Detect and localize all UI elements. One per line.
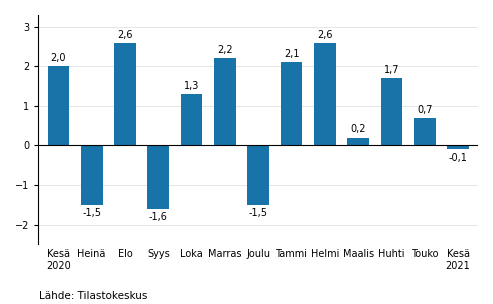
Text: Lähde: Tilastokeskus: Lähde: Tilastokeskus	[39, 291, 148, 301]
Bar	[114, 43, 136, 145]
Bar	[147, 145, 169, 209]
Bar	[414, 118, 435, 145]
Text: 0,2: 0,2	[351, 124, 366, 134]
Bar	[447, 145, 469, 150]
Bar	[247, 145, 269, 205]
Bar	[281, 62, 302, 145]
Bar	[381, 78, 402, 145]
Bar	[47, 66, 69, 145]
Text: 0,7: 0,7	[417, 105, 432, 115]
Text: 2,6: 2,6	[317, 29, 333, 40]
Bar	[81, 145, 103, 205]
Text: -1,6: -1,6	[149, 212, 168, 222]
Bar	[314, 43, 336, 145]
Text: -1,5: -1,5	[82, 208, 101, 218]
Text: 2,6: 2,6	[117, 29, 133, 40]
Text: -0,1: -0,1	[449, 153, 467, 163]
Bar	[347, 137, 369, 145]
Text: -1,5: -1,5	[248, 208, 268, 218]
Text: 2,0: 2,0	[51, 53, 66, 63]
Bar	[214, 58, 236, 145]
Text: 2,1: 2,1	[284, 49, 299, 59]
Bar	[181, 94, 203, 145]
Text: 2,2: 2,2	[217, 45, 233, 55]
Text: 1,3: 1,3	[184, 81, 199, 91]
Text: 1,7: 1,7	[384, 65, 399, 75]
